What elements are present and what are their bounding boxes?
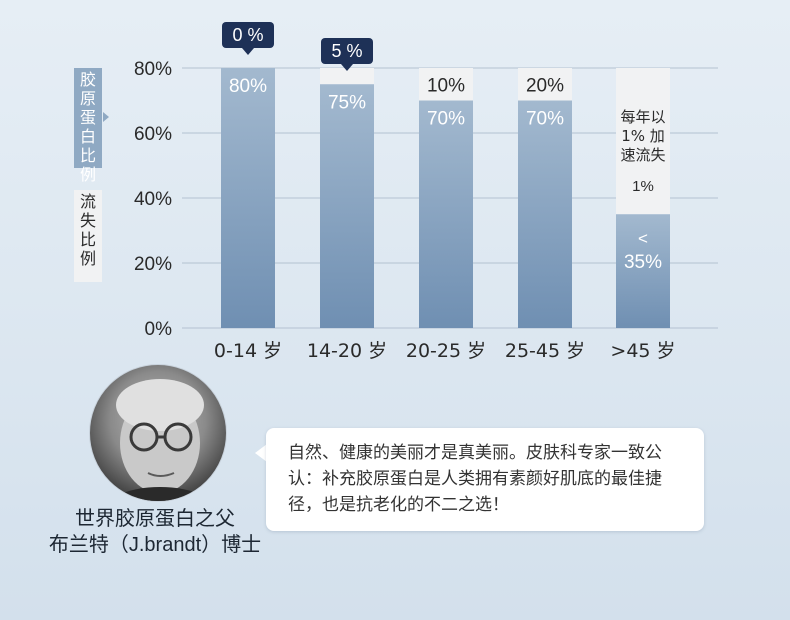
callout-bubble [222, 22, 274, 48]
legend-pointer-icon [103, 112, 109, 122]
loss-note-line: 1% 加 [621, 127, 665, 145]
y-tick-label: 20% [134, 254, 172, 275]
portrait-photo [89, 364, 227, 502]
loss-bar [419, 68, 473, 101]
legend-char: 胶 [79, 70, 96, 89]
quote-box: 自然、健康的美丽才是真美丽。皮肤科专家一致公认：补充胶原蛋白是人类拥有素颜好肌底… [266, 428, 704, 531]
protein-value-label: 35% [624, 252, 662, 273]
legend-char: 白 [79, 127, 96, 146]
protein-bar [518, 100, 572, 328]
x-axis-ticks: 0-14 岁 14-20 岁 20-25 岁 25-45 岁 >45 岁 [214, 340, 676, 360]
protein-value-label: 80% [229, 76, 267, 97]
y-axis-ticks: 0% 20% 40% 60% 80% [134, 59, 172, 340]
person-caption: 世界胶原蛋白之父 布兰特（J.brandt）博士 [30, 506, 280, 558]
protein-value-label: 75% [328, 92, 366, 113]
x-tick-label: 20-25 岁 [406, 340, 486, 360]
callout-pointer-icon [242, 48, 254, 55]
loss-value-label: 20% [526, 75, 564, 96]
protein-bar [320, 84, 374, 328]
legend-protein: 胶 原 蛋 白 比 例 [74, 68, 102, 184]
y-tick-label: 40% [134, 189, 172, 210]
loss-rate-label: 1% [632, 178, 654, 195]
legend-char: 例 [79, 249, 96, 268]
person-icon [108, 379, 212, 501]
protein-value-label: < [638, 229, 648, 248]
x-tick-label: 0-14 岁 [214, 340, 282, 360]
protein-bar [221, 68, 275, 328]
callouts: 0 % 5 % [222, 22, 373, 71]
protein-bar [419, 100, 473, 328]
person-name: 布兰特（J.brandt）博士 [48, 534, 262, 556]
x-tick-label: 25-45 岁 [505, 340, 585, 360]
quote-tail-icon [255, 444, 267, 462]
legend-char: 失 [79, 211, 96, 230]
legend-char: 蛋 [79, 108, 96, 127]
legend-char: 例 [79, 165, 96, 184]
loss-note-line: 每年以 [620, 108, 665, 126]
protein-value-label: 70% [427, 109, 465, 130]
protein-value-label: 70% [526, 109, 564, 130]
callout-pointer-icon [341, 64, 353, 71]
x-tick-label: >45 岁 [610, 340, 675, 360]
x-tick-label: 14-20 岁 [307, 340, 387, 360]
callout-bubble [321, 38, 373, 64]
y-tick-label: 80% [134, 59, 172, 80]
person-title: 世界胶原蛋白之父 [75, 508, 235, 530]
legend-char: 原 [79, 89, 96, 108]
loss-value-label: 10% [427, 75, 465, 96]
legend-char: 比 [79, 146, 96, 165]
loss-note-line: 速流失 [620, 146, 665, 164]
y-tick-label: 0% [145, 319, 173, 340]
callout-label: 0 % [232, 25, 263, 45]
bars [221, 68, 670, 328]
legend-char: 比 [79, 230, 96, 249]
y-tick-label: 60% [134, 124, 172, 145]
loss-bar [616, 68, 670, 215]
protein-bar [616, 214, 670, 328]
quote-text: 自然、健康的美丽才是真美丽。皮肤科专家一致公认：补充胶原蛋白是人类拥有素颜好肌底… [288, 443, 662, 514]
loss-bar [320, 68, 374, 85]
loss-bar [518, 68, 572, 101]
callout-label: 5 % [331, 41, 362, 61]
legend-loss: 流 失 比 例 [74, 190, 102, 282]
legend-char: 流 [79, 192, 96, 211]
